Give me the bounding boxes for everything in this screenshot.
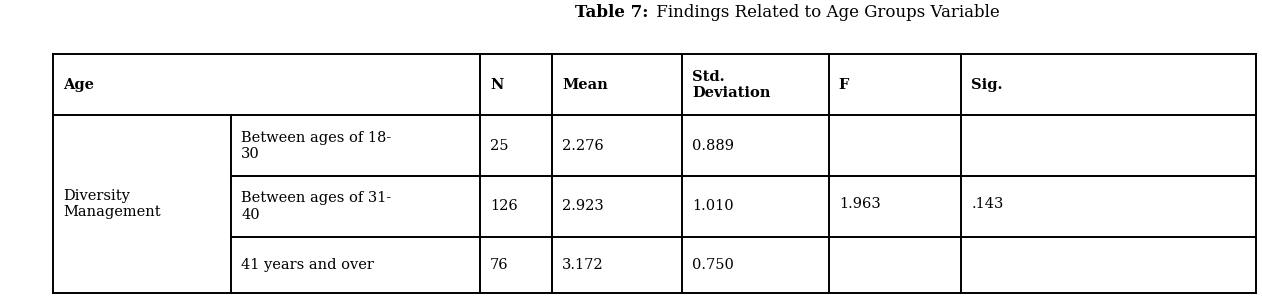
Text: 1.963: 1.963 — [839, 197, 881, 211]
Text: Findings Related to Age Groups Variable: Findings Related to Age Groups Variable — [651, 4, 1000, 21]
Text: 0.889: 0.889 — [692, 139, 734, 153]
Text: 0.750: 0.750 — [692, 258, 734, 272]
Text: Between ages of 18-
30: Between ages of 18- 30 — [241, 130, 391, 161]
Text: Table 7:: Table 7: — [574, 4, 649, 21]
Text: 3.172: 3.172 — [562, 258, 603, 272]
Text: Diversity
Management: Diversity Management — [63, 189, 160, 219]
Text: Mean: Mean — [562, 78, 608, 92]
Text: 2.276: 2.276 — [562, 139, 604, 153]
Text: F: F — [839, 78, 849, 92]
Text: 2.923: 2.923 — [562, 199, 604, 214]
Text: 76: 76 — [490, 258, 509, 272]
Text: Sig.: Sig. — [972, 78, 1002, 92]
Text: 126: 126 — [490, 199, 517, 214]
Text: 1.010: 1.010 — [692, 199, 733, 214]
Text: Std.
Deviation: Std. Deviation — [692, 70, 771, 100]
Text: Between ages of 31-
40: Between ages of 31- 40 — [241, 191, 391, 222]
Text: Age: Age — [63, 78, 95, 92]
Text: N: N — [490, 78, 504, 92]
Text: .143: .143 — [972, 197, 1003, 211]
Text: 41 years and over: 41 years and over — [241, 258, 374, 272]
Text: 25: 25 — [490, 139, 509, 153]
